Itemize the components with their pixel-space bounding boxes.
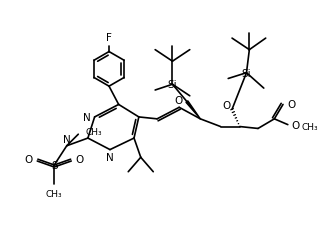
Text: Si: Si [242,68,251,78]
Text: CH₃: CH₃ [46,189,63,198]
Text: S: S [51,160,58,170]
Text: N: N [83,112,91,122]
Text: O: O [292,120,300,130]
Polygon shape [186,101,200,119]
Text: CH₃: CH₃ [85,127,102,136]
Text: CH₃: CH₃ [301,122,318,131]
Text: Si: Si [168,80,177,90]
Text: O: O [222,101,230,111]
Text: F: F [106,33,112,43]
Text: N: N [106,153,114,163]
Text: O: O [288,100,296,110]
Text: O: O [76,155,84,164]
Text: O: O [25,155,33,164]
Text: N: N [63,134,71,144]
Text: O: O [175,95,183,105]
